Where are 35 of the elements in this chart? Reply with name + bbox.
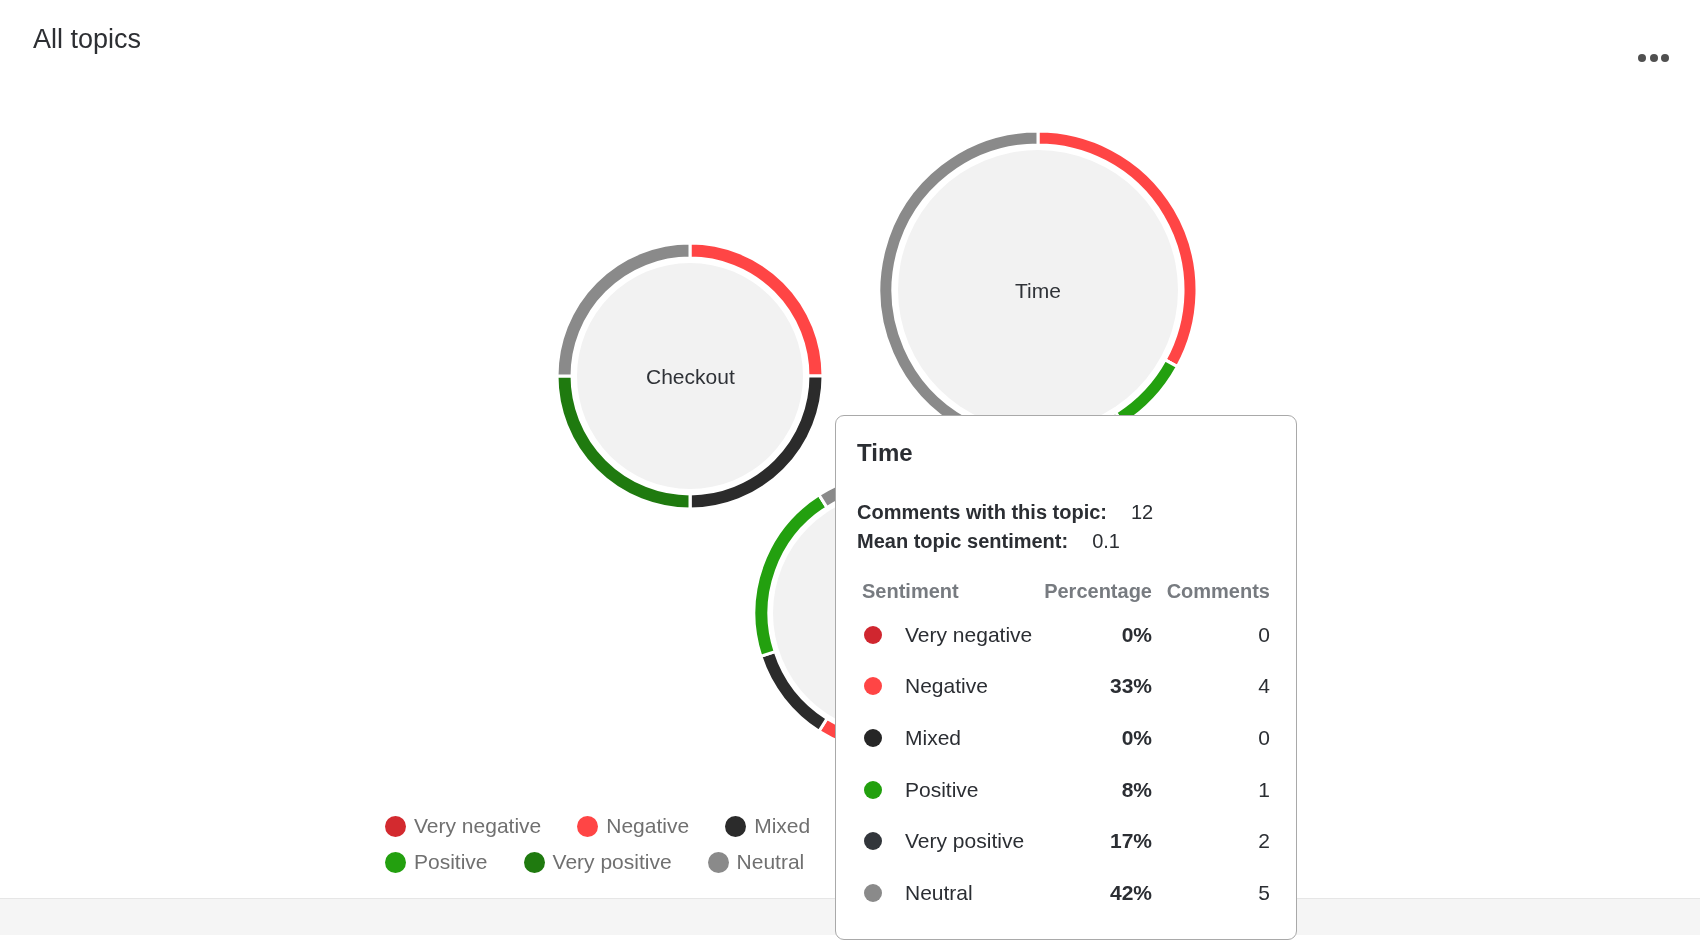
legend-label: Very positive xyxy=(552,849,672,875)
text: 42% xyxy=(1109,880,1152,906)
text: Mixed xyxy=(905,725,962,751)
text: All topics xyxy=(33,23,142,56)
legend-label: Very negative xyxy=(414,813,542,839)
legend-label: Neutral xyxy=(736,849,805,875)
text: Percentage xyxy=(1044,579,1152,604)
text: Time xyxy=(857,438,913,468)
text: Neutral xyxy=(905,880,973,906)
legend-label: Negative xyxy=(606,813,690,839)
text: 2 xyxy=(1258,828,1270,854)
text: Negative xyxy=(905,673,988,699)
text: 8% xyxy=(1121,777,1152,803)
text: 17% xyxy=(1109,828,1152,854)
text: 1 xyxy=(1258,777,1270,803)
text: 0% xyxy=(1121,725,1152,751)
text: 0 xyxy=(1258,622,1270,648)
text: Comments with this topic: xyxy=(857,501,1107,523)
text: 33% xyxy=(1109,673,1152,699)
text: 5 xyxy=(1258,880,1270,906)
text: Very negative xyxy=(905,622,1033,648)
text: Sentiment xyxy=(862,579,959,604)
text: Mean topic sentiment: xyxy=(857,530,1069,552)
text: Positive xyxy=(905,777,979,803)
text: 12 xyxy=(1131,501,1154,523)
text: Very positive xyxy=(905,828,1025,854)
text: 0% xyxy=(1121,622,1152,648)
text: 0 xyxy=(1258,725,1270,751)
legend-label: Mixed xyxy=(754,813,811,839)
text: Comments xyxy=(1166,579,1270,604)
legend-label: Positive xyxy=(414,849,488,875)
slice-label: Time xyxy=(1015,279,1061,302)
text: 0.1 xyxy=(1092,530,1120,552)
slice-label: Checkout xyxy=(646,365,735,388)
text: 4 xyxy=(1258,673,1270,699)
